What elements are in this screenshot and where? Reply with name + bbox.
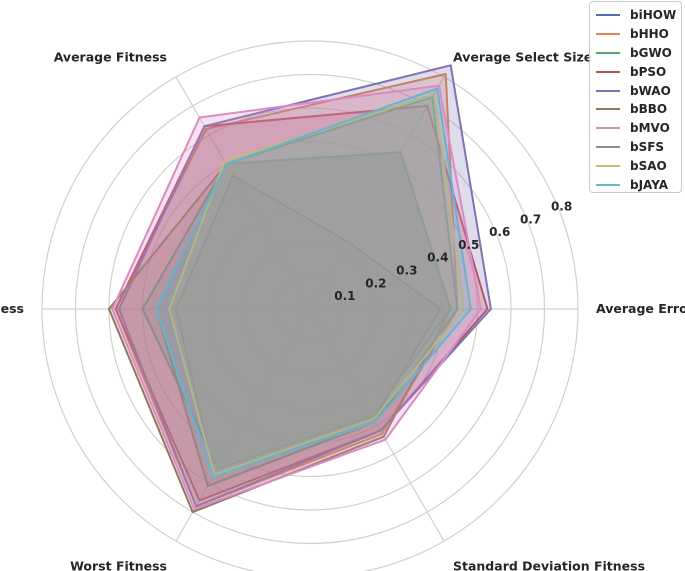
legend-item: bGWO <box>590 44 681 63</box>
axis-label: Average Select Size <box>453 49 592 64</box>
legend: biHOW bHHO bGWO bPSO bWAO bBBO bMVO bSFS bSAO bJA… <box>589 1 682 193</box>
legend-label: bWAO <box>630 83 671 98</box>
legend-item: bWAO <box>590 81 681 100</box>
legend-label: bBBO <box>630 102 668 117</box>
radial-tick-label: 0.2 <box>365 276 386 290</box>
legend-label: bHHO <box>630 27 669 42</box>
legend-swatch <box>596 127 620 130</box>
legend-item: bHHO <box>590 25 681 44</box>
radial-tick-label: 0.8 <box>551 199 572 213</box>
series-bsfs <box>141 151 452 470</box>
legend-swatch <box>596 70 620 73</box>
axis-labels: Average Error Average Select Size Average … <box>0 49 685 571</box>
radial-tick-label: 0.6 <box>489 225 510 239</box>
radial-tick-label: 0.1 <box>334 289 355 303</box>
legend-item: bSAO <box>590 156 681 175</box>
legend-swatch <box>596 108 620 111</box>
legend-swatch <box>596 14 620 17</box>
legend-label: bSFS <box>630 139 665 154</box>
axis-spoke <box>175 308 311 542</box>
legend-label: bJAYA <box>630 177 669 192</box>
radial-tick-labels: 0.1 0.2 0.3 0.4 0.5 0.6 0.7 0.8 <box>334 199 572 303</box>
legend-label: bSAO <box>630 158 667 173</box>
legend-item: bBBO <box>590 100 681 119</box>
legend-swatch <box>596 164 620 167</box>
legend-swatch <box>596 145 620 148</box>
radial-tick-label: 0.5 <box>458 238 479 252</box>
axis-spoke <box>309 76 445 310</box>
axis-label: Worst Fitness <box>70 559 167 571</box>
axis-label: Standard Deviation Fitness <box>453 559 645 571</box>
series-bmvo <box>111 84 482 511</box>
axis-label: Average Error <box>596 301 685 316</box>
series-bsao <box>168 93 466 476</box>
legend-item: biHOW <box>590 6 681 25</box>
radar-series-polygons <box>108 64 492 514</box>
radial-tick-label: 0.7 <box>520 212 541 226</box>
legend-swatch <box>596 89 620 92</box>
axis-label: Best Fitness <box>0 301 24 316</box>
radial-tick-label: 0.3 <box>396 264 417 278</box>
legend-item: bSFS <box>590 138 681 157</box>
legend-label: bGWO <box>630 45 672 60</box>
legend-label: bPSO <box>630 64 667 79</box>
axis-label: Average Fitness <box>54 49 167 64</box>
series-bjaya <box>154 87 472 479</box>
radial-tick-label: 0.4 <box>427 251 448 265</box>
axis-spoke <box>175 76 311 310</box>
legend-label: biHOW <box>630 8 677 23</box>
legend-swatch <box>596 33 620 36</box>
legend-item: bJAYA <box>590 175 681 194</box>
legend-item: bPSO <box>590 62 681 81</box>
legend-swatch <box>596 51 620 54</box>
legend-item: bMVO <box>590 119 681 138</box>
legend-label: bMVO <box>630 121 670 136</box>
axis-spoke <box>309 308 445 542</box>
legend-swatch <box>596 183 620 186</box>
